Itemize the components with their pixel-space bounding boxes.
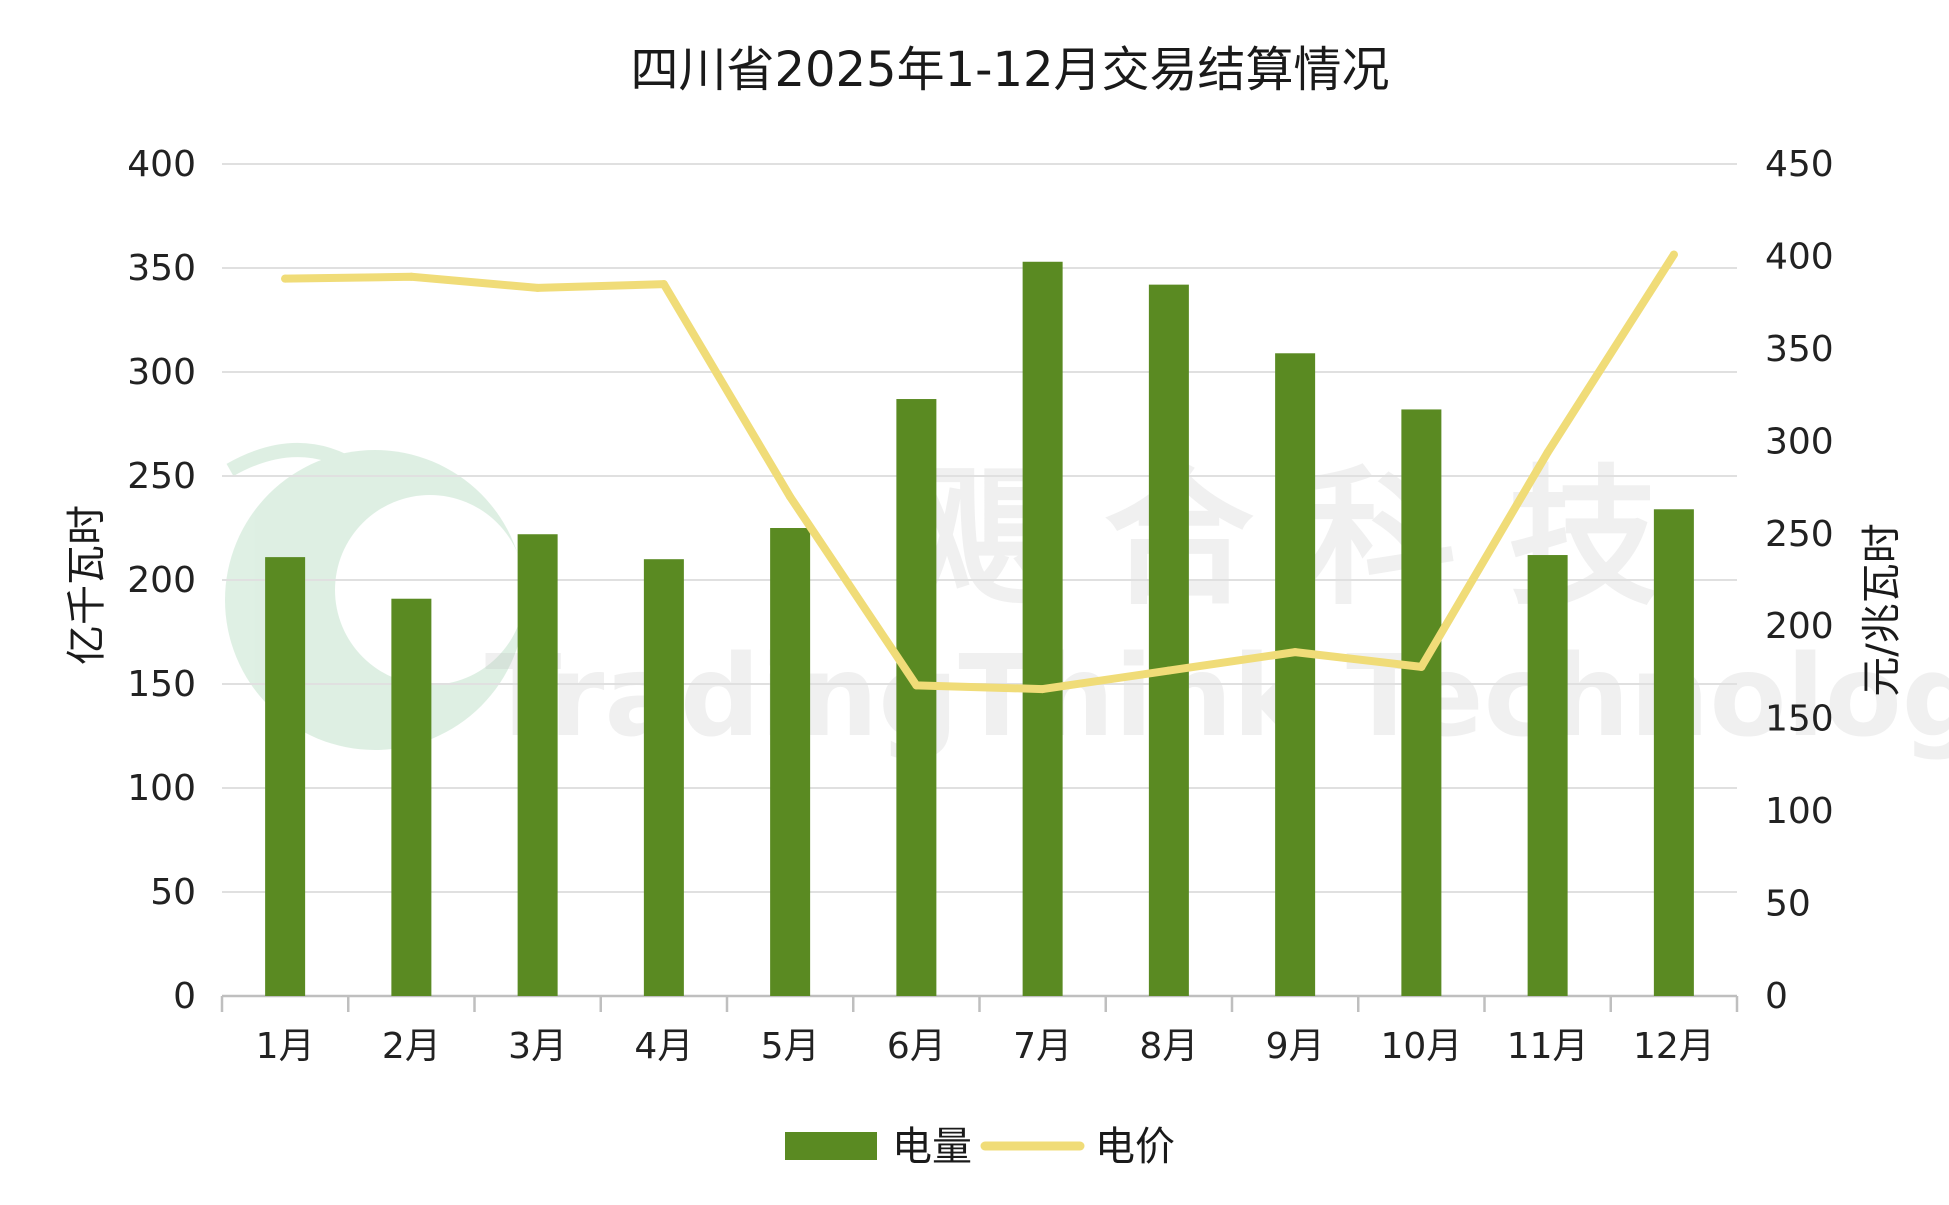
- bar: [643, 559, 684, 996]
- x-tick-label: 9月: [1266, 1026, 1325, 1067]
- bar: [1022, 261, 1063, 996]
- y2-tick-label: 100: [1765, 791, 1834, 832]
- y-tick-label: 250: [127, 456, 196, 497]
- bar: [770, 528, 811, 996]
- x-tick-label: 1月: [256, 1026, 315, 1067]
- y-tick-label: 200: [127, 560, 196, 601]
- y2-axis-label: 元/兆瓦时: [1859, 523, 1905, 696]
- line-point: [1038, 685, 1047, 694]
- y2-tick-label: 400: [1765, 236, 1834, 277]
- y-tick-label: 100: [127, 768, 196, 809]
- x-tick-label: 8月: [1139, 1026, 1198, 1067]
- line-point: [659, 280, 668, 289]
- y-tick-label: 300: [127, 352, 196, 393]
- bar: [265, 557, 306, 996]
- bar: [1148, 284, 1189, 996]
- bar: [1653, 509, 1694, 996]
- y2-tick-label: 50: [1765, 884, 1811, 925]
- y-axis-label: 亿千瓦时: [64, 505, 110, 665]
- legend-label-line: 电价: [1095, 1124, 1175, 1170]
- line-point: [407, 272, 416, 281]
- y2-tick-label: 150: [1765, 699, 1834, 740]
- line-point: [912, 681, 921, 690]
- y-tick-label: 50: [150, 872, 196, 913]
- bar: [1275, 353, 1316, 996]
- x-tick-label: 3月: [508, 1026, 567, 1067]
- y-tick-label: 150: [127, 664, 196, 705]
- bar: [1401, 409, 1442, 996]
- price-line: [281, 250, 1678, 694]
- x-tick-label: 10月: [1380, 1026, 1462, 1067]
- legend: 电量 电价: [785, 1124, 1175, 1170]
- x-axis: 1月 2月 3月 4月 5月 6月 7月 8月 9月 10月 11月 12月: [220, 994, 1739, 1067]
- line-series: [281, 250, 1678, 694]
- line-point: [1417, 662, 1426, 671]
- x-tick-label: 2月: [382, 1026, 441, 1067]
- watermark-en: TradingThink Technology: [485, 632, 1949, 762]
- legend-swatch-bar: [785, 1132, 877, 1160]
- legend-label-bar: 电量: [892, 1124, 972, 1170]
- line-point: [281, 274, 290, 283]
- line-point: [533, 283, 542, 292]
- y-axis-right: 0 50 100 150 200 250 300 350 400 450: [1765, 144, 1834, 1017]
- y2-tick-label: 200: [1765, 606, 1834, 647]
- y2-tick-label: 450: [1765, 144, 1834, 185]
- line-point: [786, 492, 795, 501]
- bar-series: [265, 261, 1694, 996]
- y2-tick-label: 300: [1765, 421, 1834, 462]
- y2-tick-label: 250: [1765, 514, 1834, 555]
- chart-title: 四川省2025年1-12月交易结算情况: [630, 42, 1389, 98]
- bar: [1527, 555, 1568, 996]
- x-tick-label: 12月: [1633, 1026, 1715, 1067]
- x-tick-label: 6月: [887, 1026, 946, 1067]
- line-point: [1291, 648, 1300, 657]
- x-tick-label: 4月: [634, 1026, 693, 1067]
- y-tick-label: 350: [127, 248, 196, 289]
- y2-tick-label: 350: [1765, 329, 1834, 370]
- bar: [896, 399, 937, 996]
- bar: [517, 534, 558, 996]
- x-tick-label: 7月: [1013, 1026, 1072, 1067]
- y-tick-label: 400: [127, 144, 196, 185]
- line-point: [1543, 448, 1552, 457]
- line-point: [1164, 666, 1173, 675]
- y-axis-left: 0 50 100 150 200 250 300 350 400: [127, 144, 196, 1017]
- y2-tick-label: 0: [1765, 976, 1788, 1017]
- y-tick-label: 0: [173, 976, 196, 1017]
- x-tick-label: 11月: [1507, 1026, 1589, 1067]
- x-tick-label: 5月: [761, 1026, 820, 1067]
- line-point: [1669, 250, 1678, 259]
- bar: [391, 598, 432, 996]
